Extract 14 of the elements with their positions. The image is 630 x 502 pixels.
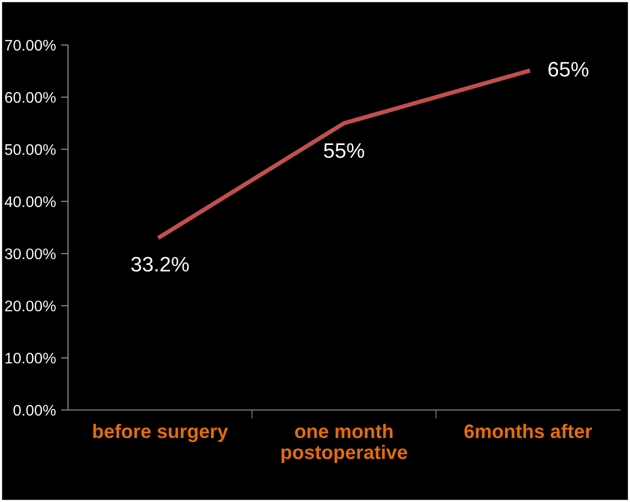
y-tick-label: 30.00% (4, 248, 56, 260)
y-tick-label: 20.00% (5, 300, 56, 312)
y-tick-label: 10.00% (6, 352, 56, 364)
y-tick-label: 40.00% (4, 196, 56, 208)
y-tick-label: 0.00% (13, 404, 56, 416)
y-tick-label: 60.00% (5, 92, 56, 103)
x-tick-label: 6months after (464, 424, 592, 438)
data-label: 33.2% (131, 256, 189, 272)
x-tick-label: one month postoperative (282, 424, 408, 463)
y-tick-label: 50.00% (4, 144, 56, 155)
data-label: 55% (324, 143, 364, 158)
data-label: 65% (548, 62, 588, 77)
y-tick-label: 70.00% (5, 40, 56, 51)
x-tick-label: before surgery (93, 424, 228, 442)
